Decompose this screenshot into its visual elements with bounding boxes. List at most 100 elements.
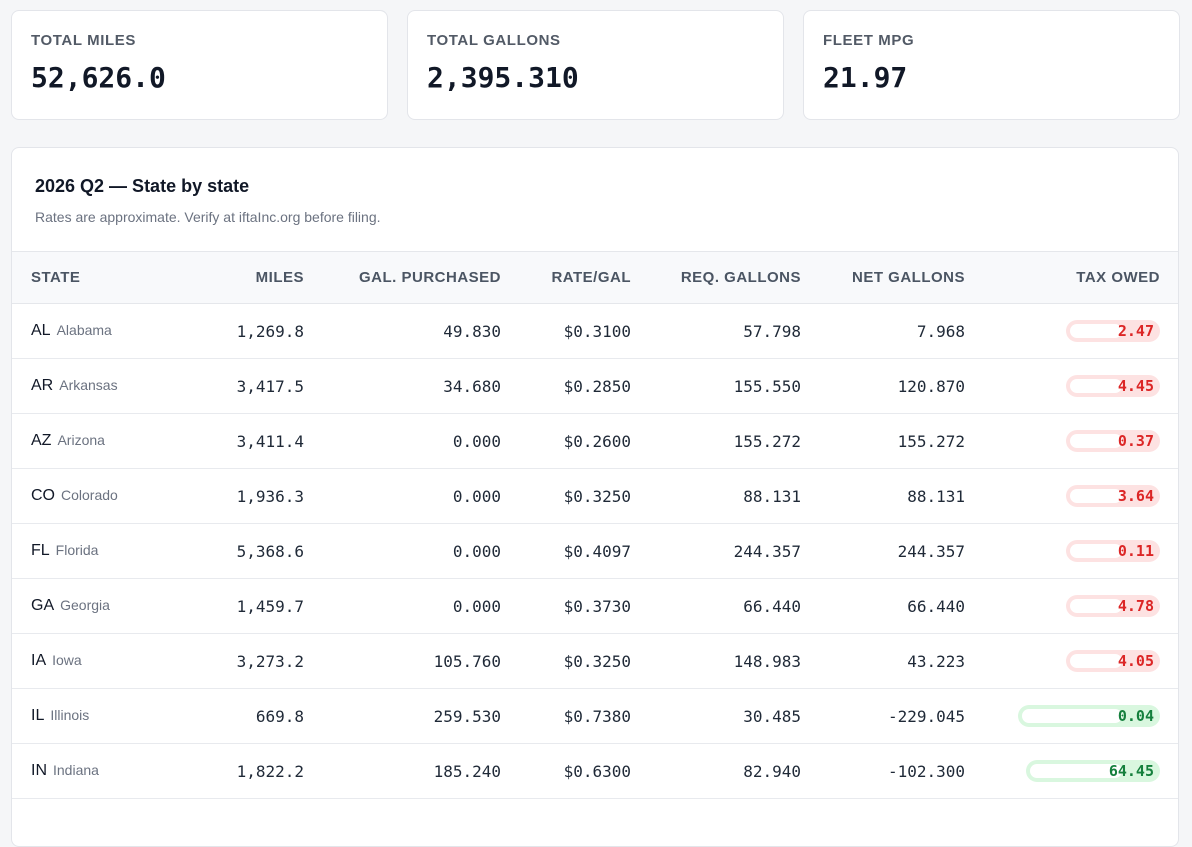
cell-state: IN Indiana (12, 744, 208, 799)
cell-miles: 669.8 (255, 706, 304, 726)
tax-badge: 0.04 (1018, 705, 1160, 727)
cell-net-gallons: 66.440 (907, 596, 965, 616)
cell-net-gallons: 7.968 (916, 321, 965, 341)
cell-miles: 1,936.3 (236, 486, 304, 506)
col-header-req-gallons[interactable]: REQ. GALLONS (631, 251, 801, 304)
table-row[interactable]: IN Indiana 1,822.2 185.240 $0.6300 82.940 -102… (12, 744, 1178, 799)
cell-tax-owed: 0.04 (965, 689, 1178, 744)
cell-tax-owed: 0.37 (965, 414, 1178, 469)
col-header-rate[interactable]: RATE/GAL (501, 251, 631, 304)
stat-value: 52,626.0 (31, 61, 166, 94)
cell-req-gallons: 155.550 (733, 376, 801, 396)
tax-badge-mask (1070, 379, 1122, 393)
state-code: IA (31, 652, 47, 669)
cell-tax-owed: 2.47 (965, 304, 1178, 359)
cell-rate: $0.6300 (563, 761, 631, 781)
col-header-state[interactable]: STATE (12, 251, 208, 304)
tax-badge-mask (1070, 324, 1122, 338)
state-table: STATE MILES GAL. PURCHASED RATE/GAL REQ.… (12, 251, 1178, 799)
cell-miles: 1,269.8 (236, 321, 304, 341)
panel-subtitle: Rates are approximate. Verify at iftaInc… (35, 209, 381, 225)
state-name: Alabama (56, 322, 112, 338)
col-header-gal-purchased[interactable]: GAL. PURCHASED (304, 251, 501, 304)
table-body: AL Alabama 1,269.8 49.830 $0.3100 57.798 7.968… (12, 304, 1178, 799)
tax-value: 4.45 (1117, 377, 1154, 395)
table-row[interactable]: IA Iowa 3,273.2 105.760 $0.3250 148.983 43.223… (12, 634, 1178, 689)
stat-label: TOTAL MILES (31, 32, 136, 49)
tax-badge-mask (1070, 489, 1122, 503)
stat-card-total-miles: TOTAL MILES 52,626.0 (11, 10, 388, 120)
cell-state: CO Colorado (12, 469, 208, 524)
tax-value: 0.04 (1117, 707, 1154, 725)
cell-req-gallons: 244.357 (733, 541, 801, 561)
col-header-tax-owed[interactable]: TAX OWED (965, 251, 1178, 304)
cell-rate: $0.2600 (563, 431, 631, 451)
tax-value: 4.05 (1117, 652, 1154, 670)
cell-miles: 5,368.6 (236, 541, 304, 561)
tax-wrap: 64.45 (965, 760, 1178, 782)
cell-rate: $0.2850 (563, 376, 631, 396)
state-name: Illinois (50, 707, 90, 723)
cell-req-gallons: 82.940 (743, 761, 801, 781)
panel-header: 2026 Q2 — State by state Rates are appro… (12, 148, 1178, 251)
cell-net-gallons: 120.870 (897, 376, 965, 396)
table-row[interactable]: AR Arkansas 3,417.5 34.680 $0.2850 155.550 120… (12, 359, 1178, 414)
tax-wrap: 4.78 (965, 595, 1178, 617)
state-name: Iowa (52, 652, 82, 668)
cell-tax-owed: 4.05 (965, 634, 1178, 689)
tax-value: 4.78 (1117, 597, 1154, 615)
state-code: FL (31, 542, 50, 559)
panel-title: 2026 Q2 — State by state (35, 176, 250, 196)
cell-state: IA Iowa (12, 634, 208, 689)
cell-req-gallons: 30.485 (743, 706, 801, 726)
cell-tax-owed: 64.45 (965, 744, 1178, 799)
cell-rate: $0.3730 (563, 596, 631, 616)
cell-state: AR Arkansas (12, 359, 208, 414)
cell-miles: 1,822.2 (236, 761, 304, 781)
cell-miles: 3,417.5 (236, 376, 304, 396)
stat-card-fleet-mpg: FLEET MPG 21.97 (803, 10, 1180, 120)
state-code: AR (31, 377, 54, 394)
state-name: Indiana (53, 762, 99, 778)
cell-gal-purchased: 105.760 (433, 651, 501, 671)
state-name: Colorado (61, 487, 118, 503)
cell-net-gallons: 88.131 (907, 486, 965, 506)
tax-badge-mask (1070, 434, 1122, 448)
cell-gal-purchased: 259.530 (433, 706, 501, 726)
state-code: IN (31, 762, 47, 779)
cell-req-gallons: 88.131 (743, 486, 801, 506)
state-name: Arkansas (59, 377, 118, 393)
tax-badge: 64.45 (1026, 760, 1160, 782)
cell-gal-purchased: 185.240 (433, 761, 501, 781)
table-row[interactable]: IL Illinois 669.8 259.530 $0.7380 30.485 -229.… (12, 689, 1178, 744)
tax-badge: 4.78 (1066, 595, 1160, 617)
state-name: Georgia (60, 597, 110, 613)
cell-gal-purchased: 49.830 (443, 321, 501, 341)
cell-rate: $0.7380 (563, 706, 631, 726)
table-row[interactable]: AL Alabama 1,269.8 49.830 $0.3100 57.798 7.968… (12, 304, 1178, 359)
cell-miles: 3,273.2 (236, 651, 304, 671)
table-row[interactable]: CO Colorado 1,936.3 0.000 $0.3250 88.131 88.13… (12, 469, 1178, 524)
tax-value: 3.64 (1117, 487, 1154, 505)
table-row[interactable]: FL Florida 5,368.6 0.000 $0.4097 244.357 244.3… (12, 524, 1178, 579)
state-table-panel: 2026 Q2 — State by state Rates are appro… (11, 147, 1179, 847)
cell-req-gallons: 155.272 (733, 431, 801, 451)
tax-value: 2.47 (1117, 322, 1154, 340)
stat-value: 21.97 (823, 61, 908, 94)
cell-gal-purchased: 0.000 (452, 431, 501, 451)
col-header-miles[interactable]: MILES (208, 251, 304, 304)
cell-miles: 1,459.7 (236, 596, 304, 616)
tax-wrap: 2.47 (965, 320, 1178, 342)
stat-value: 2,395.310 (427, 61, 579, 94)
table-row[interactable]: AZ Arizona 3,411.4 0.000 $0.2600 155.272 155.2… (12, 414, 1178, 469)
tax-wrap: 0.04 (965, 705, 1178, 727)
stats-row: TOTAL MILES 52,626.0 TOTAL GALLONS 2,395… (11, 10, 1180, 120)
col-header-net-gallons[interactable]: NET GALLONS (801, 251, 965, 304)
tax-value: 64.45 (1108, 762, 1154, 780)
tax-badge: 4.45 (1066, 375, 1160, 397)
table-row[interactable]: GA Georgia 1,459.7 0.000 $0.3730 66.440 66.440… (12, 579, 1178, 634)
cell-tax-owed: 3.64 (965, 469, 1178, 524)
cell-net-gallons: -102.300 (887, 761, 965, 781)
cell-rate: $0.3100 (563, 321, 631, 341)
tax-wrap: 4.45 (965, 375, 1178, 397)
